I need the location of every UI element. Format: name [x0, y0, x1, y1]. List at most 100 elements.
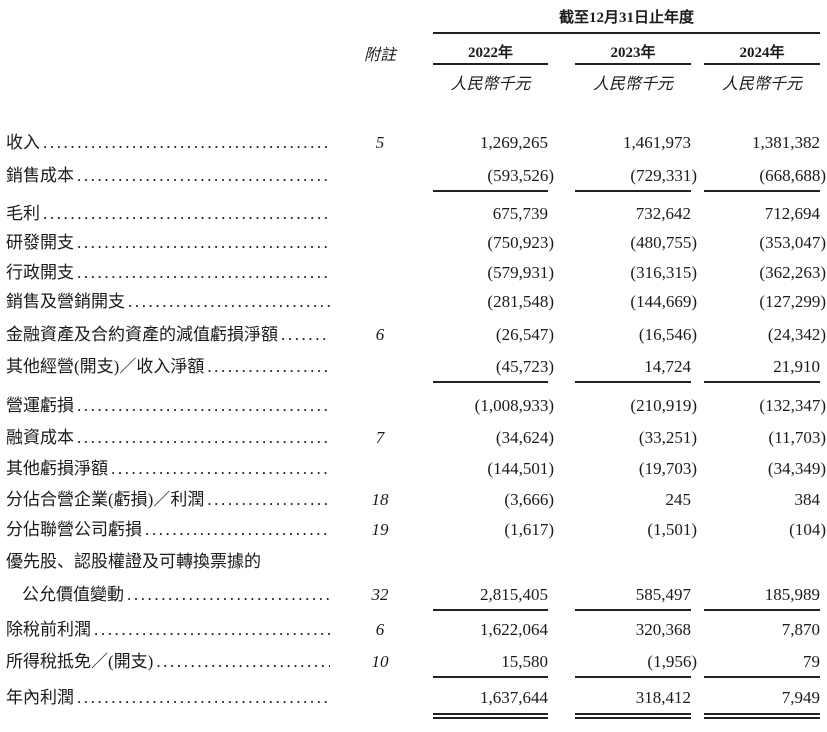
value-2024: 712,694 — [764, 204, 820, 223]
value-2024: 21,910 — [773, 357, 820, 376]
subtotal-rule — [433, 381, 548, 383]
year-rule — [433, 63, 548, 65]
dot-leader: ........................................… — [156, 652, 330, 671]
double-total-rule — [575, 713, 691, 715]
value-2024: 7,949 — [781, 688, 820, 707]
table-row: 融資成本....................................… — [0, 427, 827, 449]
dot-leader: ........................................… — [145, 520, 330, 539]
row-label: 營運虧損....................................… — [6, 395, 330, 417]
dot-leader: ........................................… — [128, 292, 330, 311]
value-2024: (127,299) — [759, 292, 826, 311]
subtotal-rule — [704, 609, 820, 611]
value-2023: (210,919) — [630, 396, 697, 415]
value-2022: (579,931) — [487, 263, 554, 282]
row-label-text: 營運虧損 — [6, 396, 74, 415]
value-2022: (1,617) — [504, 520, 554, 539]
dot-leader: ........................................… — [94, 620, 330, 639]
value-2022: (144,501) — [487, 459, 554, 478]
table-row: 研發開支....................................… — [0, 232, 827, 254]
value-2023: 318,412 — [635, 688, 691, 707]
table-row: 分佔聯營公司虧損................................… — [0, 519, 827, 541]
table-row: 其他經營(開支)／收入淨額...........................… — [0, 356, 827, 378]
value-2023: 585,497 — [635, 585, 691, 604]
table-row: 毛利......................................… — [0, 203, 827, 225]
value-2022: (750,923) — [487, 233, 554, 252]
row-label: 其他虧損淨額..................................… — [6, 458, 330, 480]
value-2024: (34,349) — [767, 459, 826, 478]
table-row: 金融資產及合約資產的減值虧損淨額........................… — [0, 324, 827, 346]
row-label: 收入......................................… — [6, 132, 330, 154]
year-header-2022: 2022年 — [467, 45, 513, 61]
value-2023: (480,755) — [630, 233, 697, 252]
value-2023: 320,368 — [635, 620, 691, 639]
double-total-rule — [704, 713, 820, 715]
note-reference: 5 — [375, 133, 385, 152]
note-reference: 19 — [371, 520, 389, 539]
value-2024: (104) — [789, 520, 826, 539]
unit-label: 人民幣千元 — [450, 76, 531, 93]
dot-leader: ........................................… — [77, 233, 330, 252]
value-2024: 79 — [803, 652, 820, 671]
row-label: 金融資產及合約資產的減值虧損淨額........................… — [6, 324, 330, 346]
value-2022: (34,624) — [495, 428, 554, 447]
subtotal-rule — [704, 381, 820, 383]
value-2022: (45,723) — [495, 357, 554, 376]
dot-leader: ........................................… — [77, 166, 330, 185]
unit-label: 人民幣千元 — [721, 76, 802, 93]
row-label: 銷售及營銷開支.................................… — [6, 291, 330, 313]
dot-leader: ........................................… — [77, 688, 330, 707]
row-label-text: 融資成本 — [6, 428, 74, 447]
row-label: 毛利......................................… — [6, 203, 330, 225]
table-row: 年內利潤....................................… — [0, 687, 827, 709]
subtotal-rule — [704, 676, 820, 678]
table-row: 除稅前利潤...................................… — [0, 619, 827, 641]
value-2022: (26,547) — [495, 325, 554, 344]
row-label-text: 公允價值變動 — [22, 585, 124, 604]
row-label-text: 銷售及營銷開支 — [6, 292, 125, 311]
table-row: 銷售及營銷開支.................................… — [0, 291, 827, 313]
row-label-text: 所得稅抵免／(開支) — [6, 652, 154, 671]
value-2024: (362,263) — [759, 263, 826, 282]
value-2023: (729,331) — [630, 166, 697, 185]
dot-leader: ........................................… — [77, 396, 330, 415]
row-label-text: 其他虧損淨額 — [6, 459, 108, 478]
value-2023: 1,461,973 — [623, 133, 691, 152]
value-2024: 7,870 — [781, 620, 820, 639]
value-2024: (668,688) — [759, 166, 826, 185]
value-2024: (132,347) — [759, 396, 826, 415]
row-label-text: 銷售成本 — [6, 166, 74, 185]
note-reference: 6 — [375, 620, 385, 639]
row-label-text: 其他經營(開支)／收入淨額 — [6, 357, 205, 376]
row-label: 優先股、認股權證及可轉換票據的 — [6, 551, 330, 573]
subtotal-rule — [704, 190, 820, 192]
value-2023: (1,501) — [647, 520, 697, 539]
dot-leader: ........................................… — [281, 325, 330, 344]
year-rule — [575, 63, 691, 65]
subtotal-rule — [575, 190, 691, 192]
header-rule — [433, 32, 820, 34]
value-2023: (144,669) — [630, 292, 697, 311]
value-2022: 675,739 — [492, 204, 548, 223]
row-label-text: 分佔合營企業(虧損)／利潤 — [6, 490, 205, 509]
value-2022: (1,008,933) — [474, 396, 554, 415]
double-total-rule — [433, 713, 548, 715]
dot-leader: ........................................… — [111, 459, 330, 478]
subtotal-rule — [575, 381, 691, 383]
table-row: 優先股、認股權證及可轉換票據的 — [0, 551, 827, 573]
row-label: 年內利潤....................................… — [6, 687, 330, 709]
value-2023: 245 — [665, 490, 692, 509]
row-label-text: 優先股、認股權證及可轉換票據的 — [6, 552, 261, 571]
dot-leader: ........................................… — [127, 585, 330, 604]
double-total-rule — [704, 717, 820, 719]
unit-label: 人民幣千元 — [592, 76, 673, 93]
value-2024: (24,342) — [767, 325, 826, 344]
value-2023: (316,315) — [630, 263, 697, 282]
table-row: 所得稅抵免／(開支)..............................… — [0, 651, 827, 673]
value-2023: (1,956) — [647, 652, 697, 671]
row-label-text: 分佔聯營公司虧損 — [6, 520, 142, 539]
dot-leader: ........................................… — [207, 490, 330, 509]
subtotal-rule — [433, 190, 548, 192]
subtotal-rule — [575, 609, 691, 611]
subtotal-rule — [575, 676, 691, 678]
value-2022: 1,637,644 — [480, 688, 548, 707]
